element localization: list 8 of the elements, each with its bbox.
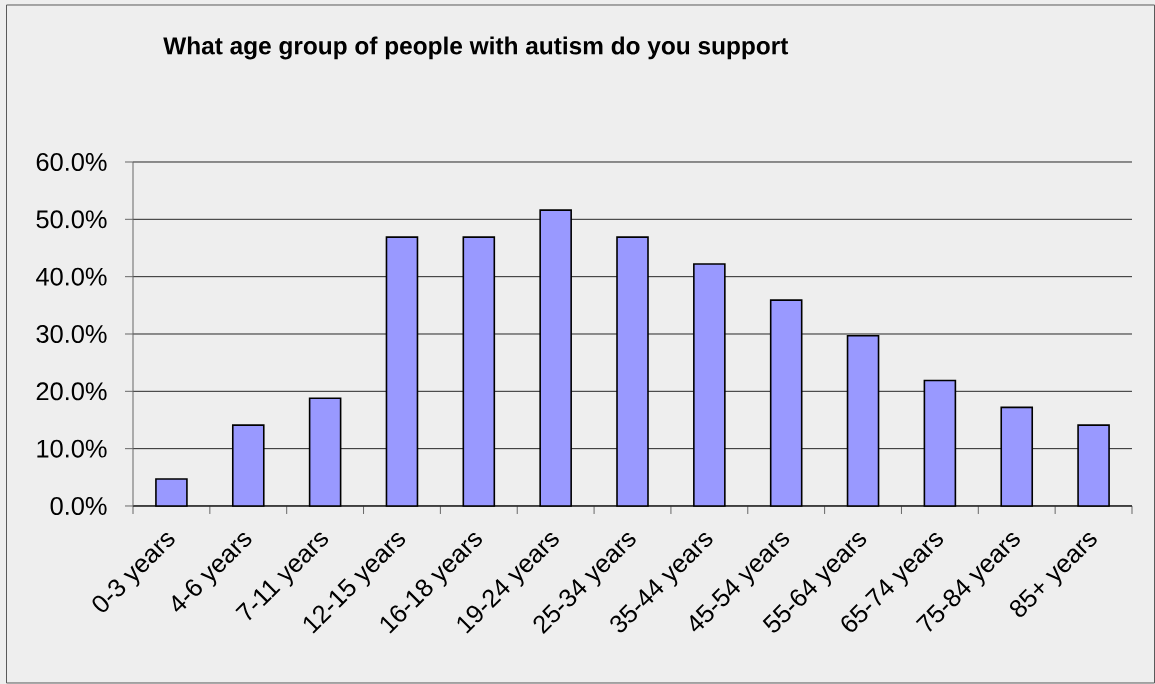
- y-tick-label: 30.0%: [36, 325, 107, 343]
- y-tick-label: 20.0%: [36, 382, 107, 401]
- y-tick-label: 0.0%: [50, 497, 107, 515]
- y-tick-label: 50.0%: [36, 210, 107, 229]
- y-tick-label: 10.0%: [37, 439, 107, 458]
- chart-title: What age group of people with autism do you support: [163, 36, 789, 60]
- y-tick-label: 60.0%: [36, 153, 107, 171]
- y-tick-label: 40.0%: [36, 267, 107, 286]
